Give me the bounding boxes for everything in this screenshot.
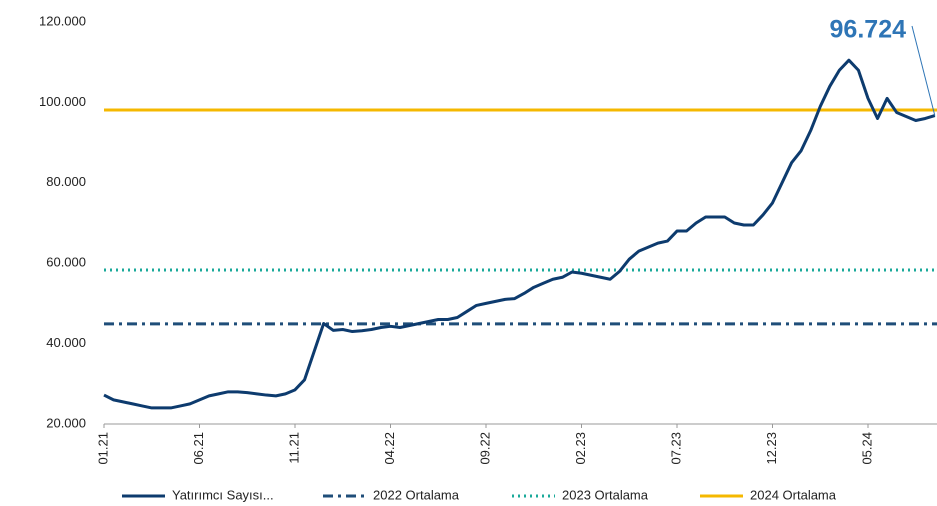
y-tick-label: 80.000: [46, 174, 86, 189]
x-tick-label: 11.21: [286, 432, 301, 464]
x-tick-label: 05.24: [859, 432, 874, 465]
annotation-leader: [911, 25, 936, 116]
x-tick-label: 12.23: [764, 432, 779, 465]
legend-label: Yatırımcı Sayısı...: [172, 487, 274, 502]
x-tick-label: 01.21: [95, 432, 110, 465]
legend-label: 2024 Ortalama: [750, 487, 837, 502]
y-tick-label: 20.000: [46, 415, 86, 430]
annotation-label: 96.724: [830, 16, 907, 44]
x-tick-label: 04.22: [382, 432, 397, 465]
x-tick-label: 09.22: [477, 432, 492, 465]
x-tick-label: 07.23: [668, 432, 683, 465]
y-tick-label: 120.000: [39, 13, 86, 28]
x-tick-label: 02.23: [573, 432, 588, 465]
y-tick-label: 100.000: [39, 94, 86, 109]
data-line: [103, 58, 936, 410]
legend-label: 2023 Ortalama: [562, 487, 649, 502]
y-tick-label: 60.000: [46, 255, 86, 270]
x-tick-label: 06.21: [191, 432, 206, 465]
legend-label: 2022 Ortalama: [373, 487, 460, 502]
y-tick-label: 40.000: [46, 335, 86, 350]
